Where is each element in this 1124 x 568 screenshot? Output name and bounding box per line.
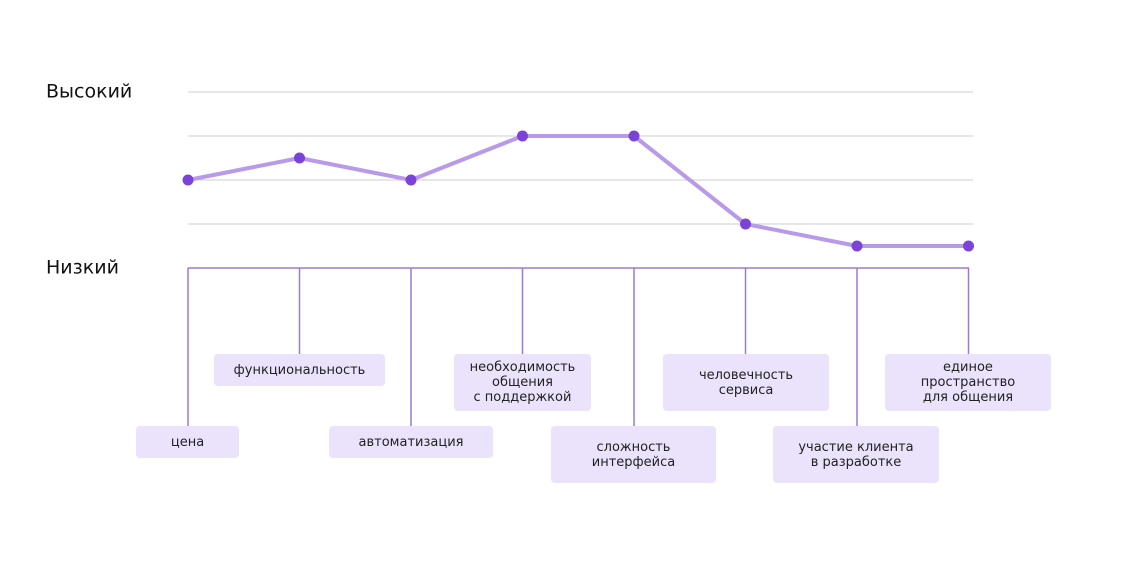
point [182,174,194,186]
point [740,218,751,230]
y-tick-label: Низкий [46,257,119,279]
point [294,152,305,164]
category-label: автоматизация [329,426,493,458]
category-label: единое пространство для общения [885,354,1051,411]
y-tick-label: Высокий [46,81,132,103]
category-label: функциональность [214,354,385,386]
point [963,240,974,252]
point [851,240,863,252]
category-label: человечность сервиса [663,354,829,411]
category-label: участие клиента в разработке [773,426,939,483]
point [405,174,417,186]
point [517,130,528,142]
category-label: цена [136,426,239,458]
value-line [187,134,969,248]
category-label: сложность интерфейса [551,426,716,483]
point [628,130,640,142]
category-label: необходимость общения с поддержкой [454,354,591,411]
